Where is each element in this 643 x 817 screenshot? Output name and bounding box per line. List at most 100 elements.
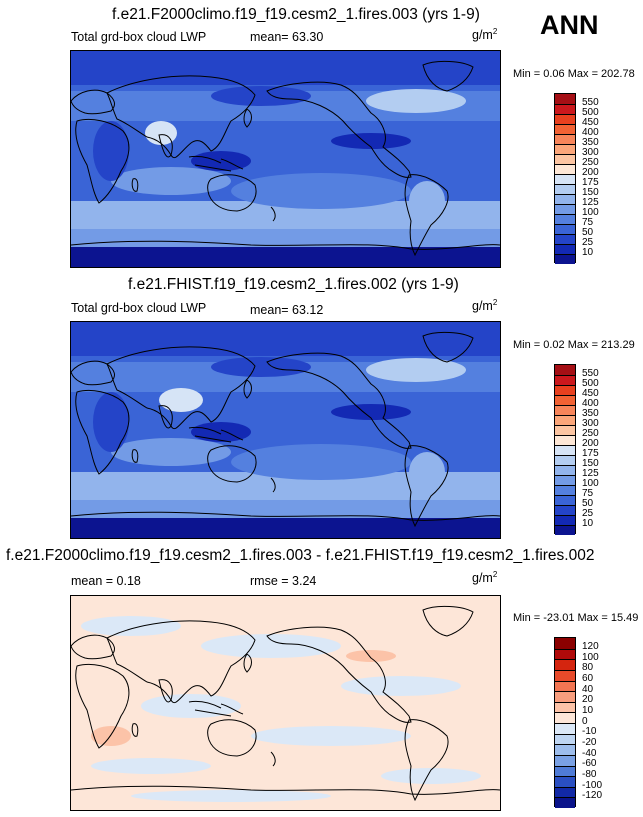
panel3-colorbar-box [555,669,575,681]
panel1-colorbar-box [555,164,575,174]
panel2-colorbar-box [555,475,575,485]
colorbar-label: 80 [582,662,594,673]
colorbar-label: 150 [582,187,599,198]
colorbar-label: 125 [582,468,599,479]
panel3-colorbar-box [555,776,575,787]
colorbar-label: 10 [582,705,594,716]
panel3-map [70,595,501,811]
colorbar-label: 60 [582,673,594,684]
colorbar-label: 100 [582,207,599,218]
panel1-colorbar-box [555,94,575,104]
colorbar-label: 10 [582,247,594,258]
panel1-colorbar-box [555,134,575,144]
panel2-colorbar-box [555,405,575,415]
panel3-minmax: Min = -23.01 Max = 15.49 [513,612,639,624]
panel1-colorbar-box [555,214,575,224]
panel2-colorbar-box [555,365,575,375]
panel3-mean-label: mean = 0.18 [71,574,141,588]
panel2-variable-label: Total grd-box cloud LWP [71,301,207,315]
colorbar-label: -10 [582,726,597,737]
panel2-colorbar-box [555,385,575,395]
colorbar-label: -120 [582,790,603,801]
colorbar-label: 150 [582,458,599,469]
colorbar-label: 550 [582,97,599,108]
panel1-variable-label: Total grd-box cloud LWP [71,30,207,44]
colorbar-label: 200 [582,438,599,449]
panel2-colorbar-box [555,415,575,425]
colorbar-label: 450 [582,117,599,128]
panel3-rmse-label: rmse = 3.24 [250,574,317,588]
panel1-map-svg [71,51,500,267]
panel1-units: g/m2 [472,27,498,43]
panel1-colorbar-box [555,234,575,244]
colorbar-label: 75 [582,488,594,499]
panel1-colorbar-box [555,174,575,184]
colorbar-label: 40 [582,684,594,695]
panel2-colorbar-box [555,525,575,535]
colorbar-label: 175 [582,448,599,459]
panel1-colorbar-box [555,104,575,114]
panel1-colorbar-box [555,224,575,234]
panel3-colorbar-box [555,648,575,660]
colorbar-label: 25 [582,237,594,248]
panel2-colorbar-box [555,395,575,405]
panel2-colorbar-box [555,435,575,445]
panel2-map-svg [71,322,500,538]
panel3-map-svg [71,596,500,810]
panel2-colorbar-box [555,465,575,475]
panel1-minmax: Min = 0.06 Max = 202.78 [513,68,635,80]
season-label: ANN [540,10,599,40]
colorbar-label: 500 [582,107,599,118]
colorbar-label: 75 [582,217,594,228]
colorbar-label: 350 [582,137,599,148]
panel1-colorbar-box [555,244,575,254]
colorbar-label: 50 [582,498,594,509]
panel1-title: f.e21.F2000climo.f19_f19.cesm2_1.fires.0… [112,6,480,23]
panel1-colorbar-box [555,254,575,264]
panel1-mean-label: mean= 63.30 [250,30,324,44]
panel3-colorbar-box [555,765,575,777]
colorbar-label: 120 [582,641,599,652]
colorbar-label: 250 [582,428,599,439]
panel1-colorbar-box [555,194,575,204]
colorbar-label: 25 [582,508,594,519]
panel3-colorbar-box [555,701,575,713]
colorbar-label: 100 [582,478,599,489]
panel3-colorbar-box [555,659,575,670]
panel2-units: g/m2 [472,298,498,314]
panel2-colorbar-box [555,375,575,385]
colorbar-label: 200 [582,167,599,178]
colorbar-label: 350 [582,408,599,419]
panel3-colorbar-box [555,638,575,649]
panel3-colorbar-box [555,680,575,692]
panel3-units: g/m2 [472,570,498,586]
panel3-colorbar-box [555,786,575,798]
colorbar-label: 50 [582,227,594,238]
panel1-colorbar-box [555,154,575,164]
panel2-colorbar-box [555,425,575,435]
colorbar-label: 450 [582,388,599,399]
colorbar-label: 400 [582,127,599,138]
panel2-colorbar-box [555,495,575,505]
panel2-colorbar-box [555,485,575,495]
colorbar-label: 400 [582,398,599,409]
panel3-colorbar-box [555,754,575,766]
colorbar-label: 550 [582,368,599,379]
panel2-colorbar-box [555,515,575,525]
panel2-colorbar [554,364,576,535]
panel3-colorbar-box [555,691,575,702]
colorbar-label: 250 [582,157,599,168]
colorbar-label: -40 [582,748,597,759]
colorbar-label: 300 [582,418,599,429]
panel3-colorbar-box [555,733,575,745]
colorbar-label: -60 [582,758,597,769]
colorbar-label: 175 [582,177,599,188]
colorbar-label: 10 [582,518,594,529]
panel1-colorbar-box [555,204,575,214]
colorbar-label: -80 [582,769,597,780]
colorbar-label: 500 [582,378,599,389]
colorbar-label: 125 [582,197,599,208]
colorbar-label: 0 [582,716,588,727]
colorbar-label: 20 [582,694,594,705]
colorbar-label: 100 [582,652,599,663]
